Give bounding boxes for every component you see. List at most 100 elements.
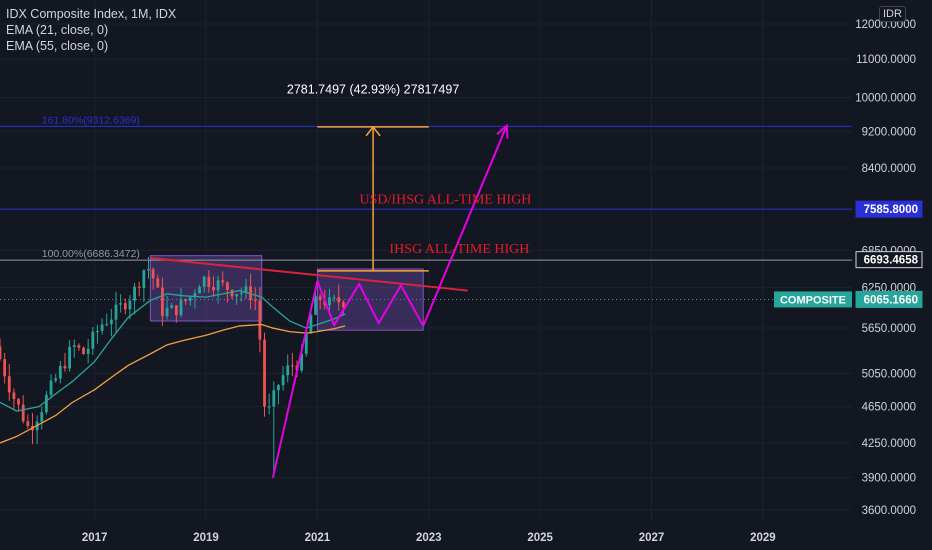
x-tick-label: 2019 [193, 532, 219, 544]
candle-body [198, 286, 201, 294]
measure-arrow-head [365, 125, 381, 137]
chart-legend: IDX Composite Index, 1M, IDX EMA (21, cl… [6, 6, 176, 54]
candle-body [174, 305, 178, 316]
candle-body [151, 269, 155, 279]
series-name-box [774, 291, 852, 308]
candle-body [328, 297, 331, 306]
projection-line [422, 125, 508, 327]
price-label-box [855, 251, 923, 269]
candle-body [179, 299, 183, 316]
range-box [316, 268, 424, 331]
candle-body [314, 296, 317, 315]
price-label-box [855, 290, 923, 308]
candle-body [202, 276, 206, 287]
candle-body [272, 390, 276, 407]
candle-body [40, 412, 44, 422]
projection-arrow-head [496, 123, 509, 139]
candle-body [184, 299, 188, 301]
candle-body [54, 378, 58, 381]
currency-badge[interactable]: IDR [879, 6, 906, 22]
resistance-trendline [150, 257, 468, 292]
candle-body [300, 353, 304, 371]
y-tick-label: 12000.0000 [855, 19, 916, 31]
candle-body [119, 303, 123, 305]
candle-body [170, 305, 174, 309]
candle-body [137, 286, 141, 288]
candle-body [277, 385, 280, 391]
candle-body [0, 346, 2, 360]
candle-body [309, 314, 313, 334]
candle-body [239, 292, 243, 295]
candle-body [82, 347, 85, 355]
candle-body [91, 331, 95, 349]
candle-body [161, 287, 164, 317]
price-label-box [855, 200, 923, 218]
fib-161-label: 161.80%(9312.6369) [42, 114, 140, 126]
candle-body [188, 297, 192, 301]
y-tick-label: 4250.0000 [862, 438, 916, 450]
candle-body [86, 348, 90, 355]
price-label-value: 6065.1660 [864, 294, 918, 306]
y-tick-label: 5650.0000 [862, 323, 916, 335]
projection-line [271, 280, 319, 478]
ema21-line [0, 289, 346, 412]
candle-body [212, 286, 215, 291]
candle-body [123, 303, 127, 310]
candle-body [45, 394, 48, 413]
candle-body [128, 300, 132, 310]
measure-label: 2781.7497 (42.93%) 27817497 [287, 83, 459, 97]
candle-body [133, 286, 136, 301]
y-tick-label: 4650.0000 [862, 402, 916, 414]
candle-body [100, 324, 104, 331]
candle-body [63, 365, 67, 369]
legend-title: IDX Composite Index, 1M, IDX [6, 7, 177, 21]
candle-body [96, 330, 99, 332]
candle-body [281, 375, 285, 386]
candle-body [77, 345, 81, 348]
candle-body [105, 324, 109, 326]
y-tick-label: 10000.0000 [855, 93, 916, 105]
y-tick-label: 3900.0000 [862, 473, 916, 485]
candle-body [207, 276, 211, 287]
candle-body [72, 345, 76, 347]
y-tick-label: 9200.0000 [862, 126, 916, 138]
candle-body [58, 365, 62, 379]
candle-body [244, 286, 248, 293]
candle-body [225, 282, 229, 290]
candle-body [290, 365, 294, 367]
x-tick-label: 2025 [527, 532, 553, 544]
candle-body [109, 319, 113, 325]
candle-body [318, 296, 322, 301]
candle-body [216, 280, 220, 291]
candle-body [114, 304, 118, 320]
candle-body [267, 406, 271, 408]
usd-ihsg-ath-label: USD/IHSG ALL-TIME HIGH [360, 192, 532, 207]
candle-body [165, 308, 169, 317]
range-box [149, 255, 263, 322]
candle-body [49, 380, 53, 395]
candle-body [337, 297, 341, 303]
y-tick-label: 5050.0000 [862, 368, 916, 380]
candle-body [342, 302, 345, 308]
legend-ema21: EMA (21, close, 0) [6, 23, 109, 37]
candle-body [12, 392, 16, 400]
candle-body [147, 269, 150, 271]
candle-body [253, 299, 257, 301]
candle-body [332, 297, 336, 299]
fib-100-label: 100.00%(6686.3472) [42, 248, 140, 260]
candle-body [68, 346, 71, 369]
candle-body [142, 270, 146, 288]
ihsg-ath-label: IHSG ALL-TIME HIGH [389, 242, 529, 257]
candle-body [17, 399, 20, 405]
candle-body [249, 286, 252, 300]
price-label-value: 7585.8000 [864, 204, 918, 216]
candle-body [235, 294, 239, 297]
candle-body [230, 289, 234, 297]
candle-body [21, 404, 25, 422]
candle-body [3, 359, 7, 377]
projection-zigzag [316, 280, 425, 328]
price-label-value: 6693.4658 [864, 255, 919, 267]
legend-ema55: EMA (55, close, 0) [6, 39, 109, 53]
